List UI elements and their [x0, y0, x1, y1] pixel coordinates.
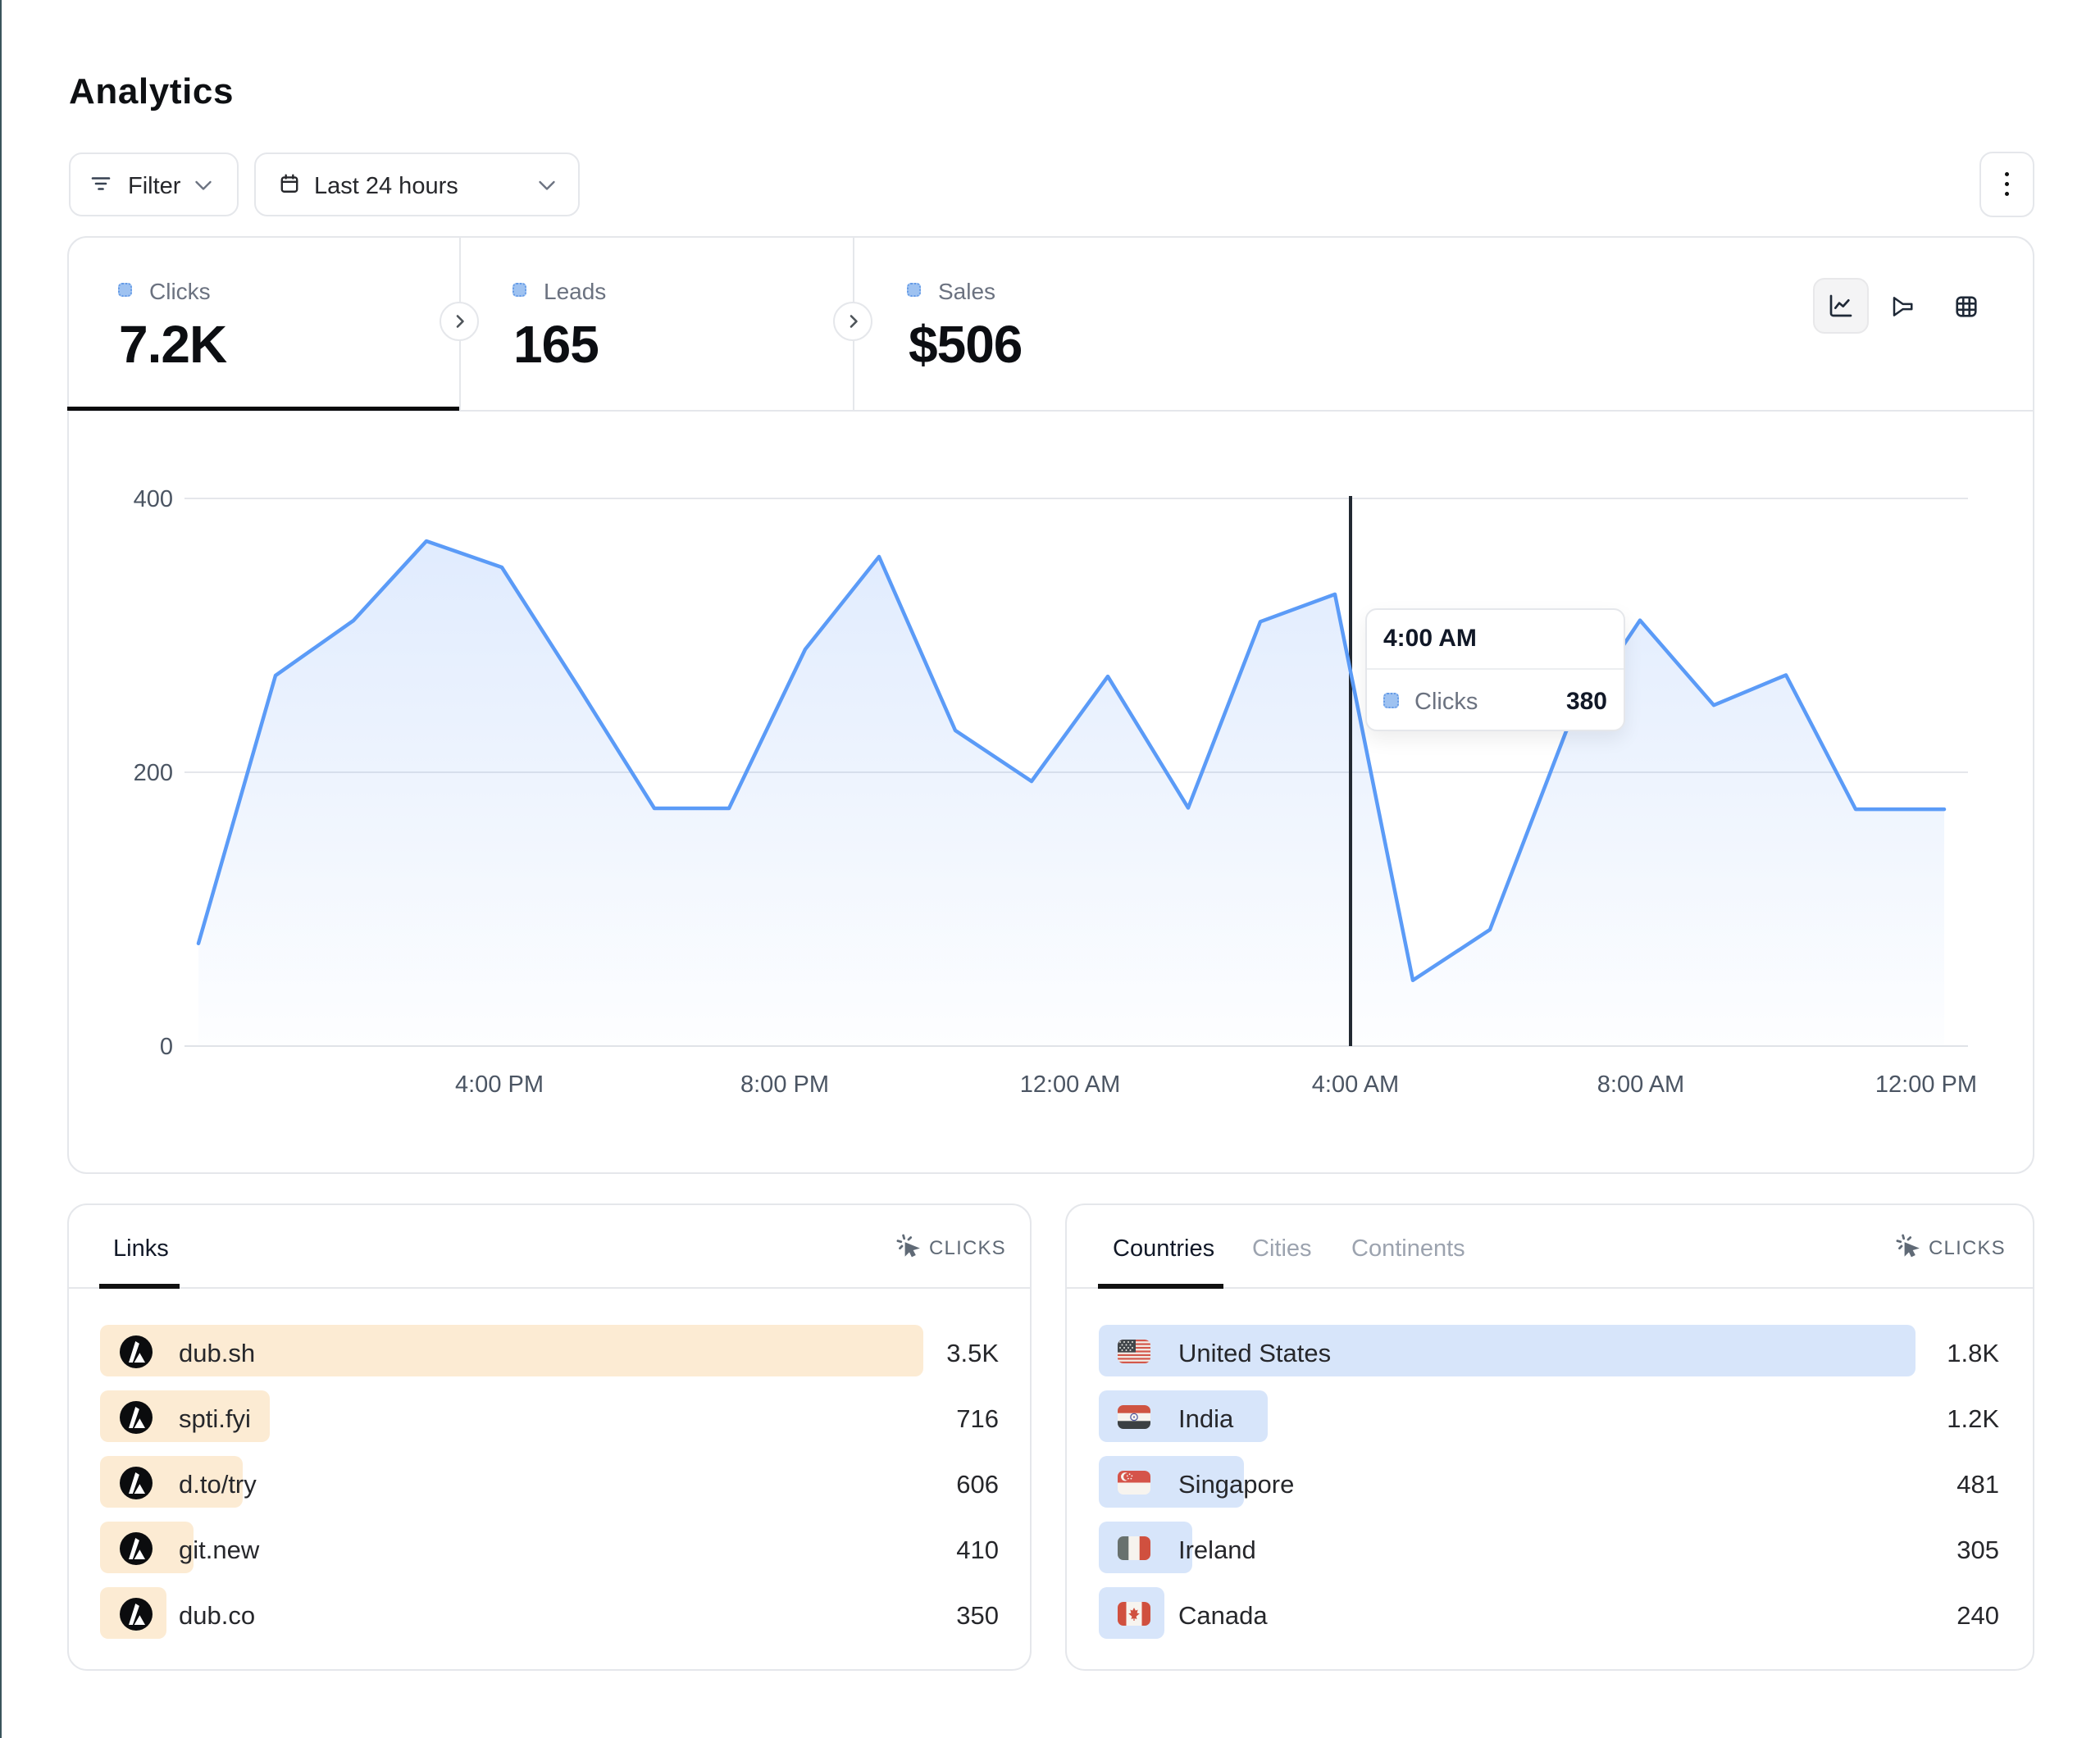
svg-text:12:00 PM: 12:00 PM	[1875, 1071, 1977, 1098]
svg-text:4:00 PM: 4:00 PM	[455, 1071, 544, 1098]
svg-text:8:00 PM: 8:00 PM	[740, 1071, 829, 1098]
svg-text:4:00 AM: 4:00 AM	[1312, 1071, 1399, 1098]
svg-text:400: 400	[134, 486, 173, 512]
svg-text:0: 0	[160, 1034, 173, 1060]
svg-text:200: 200	[134, 760, 173, 786]
svg-text:12:00 AM: 12:00 AM	[1020, 1071, 1121, 1098]
svg-text:8:00 AM: 8:00 AM	[1597, 1071, 1684, 1098]
